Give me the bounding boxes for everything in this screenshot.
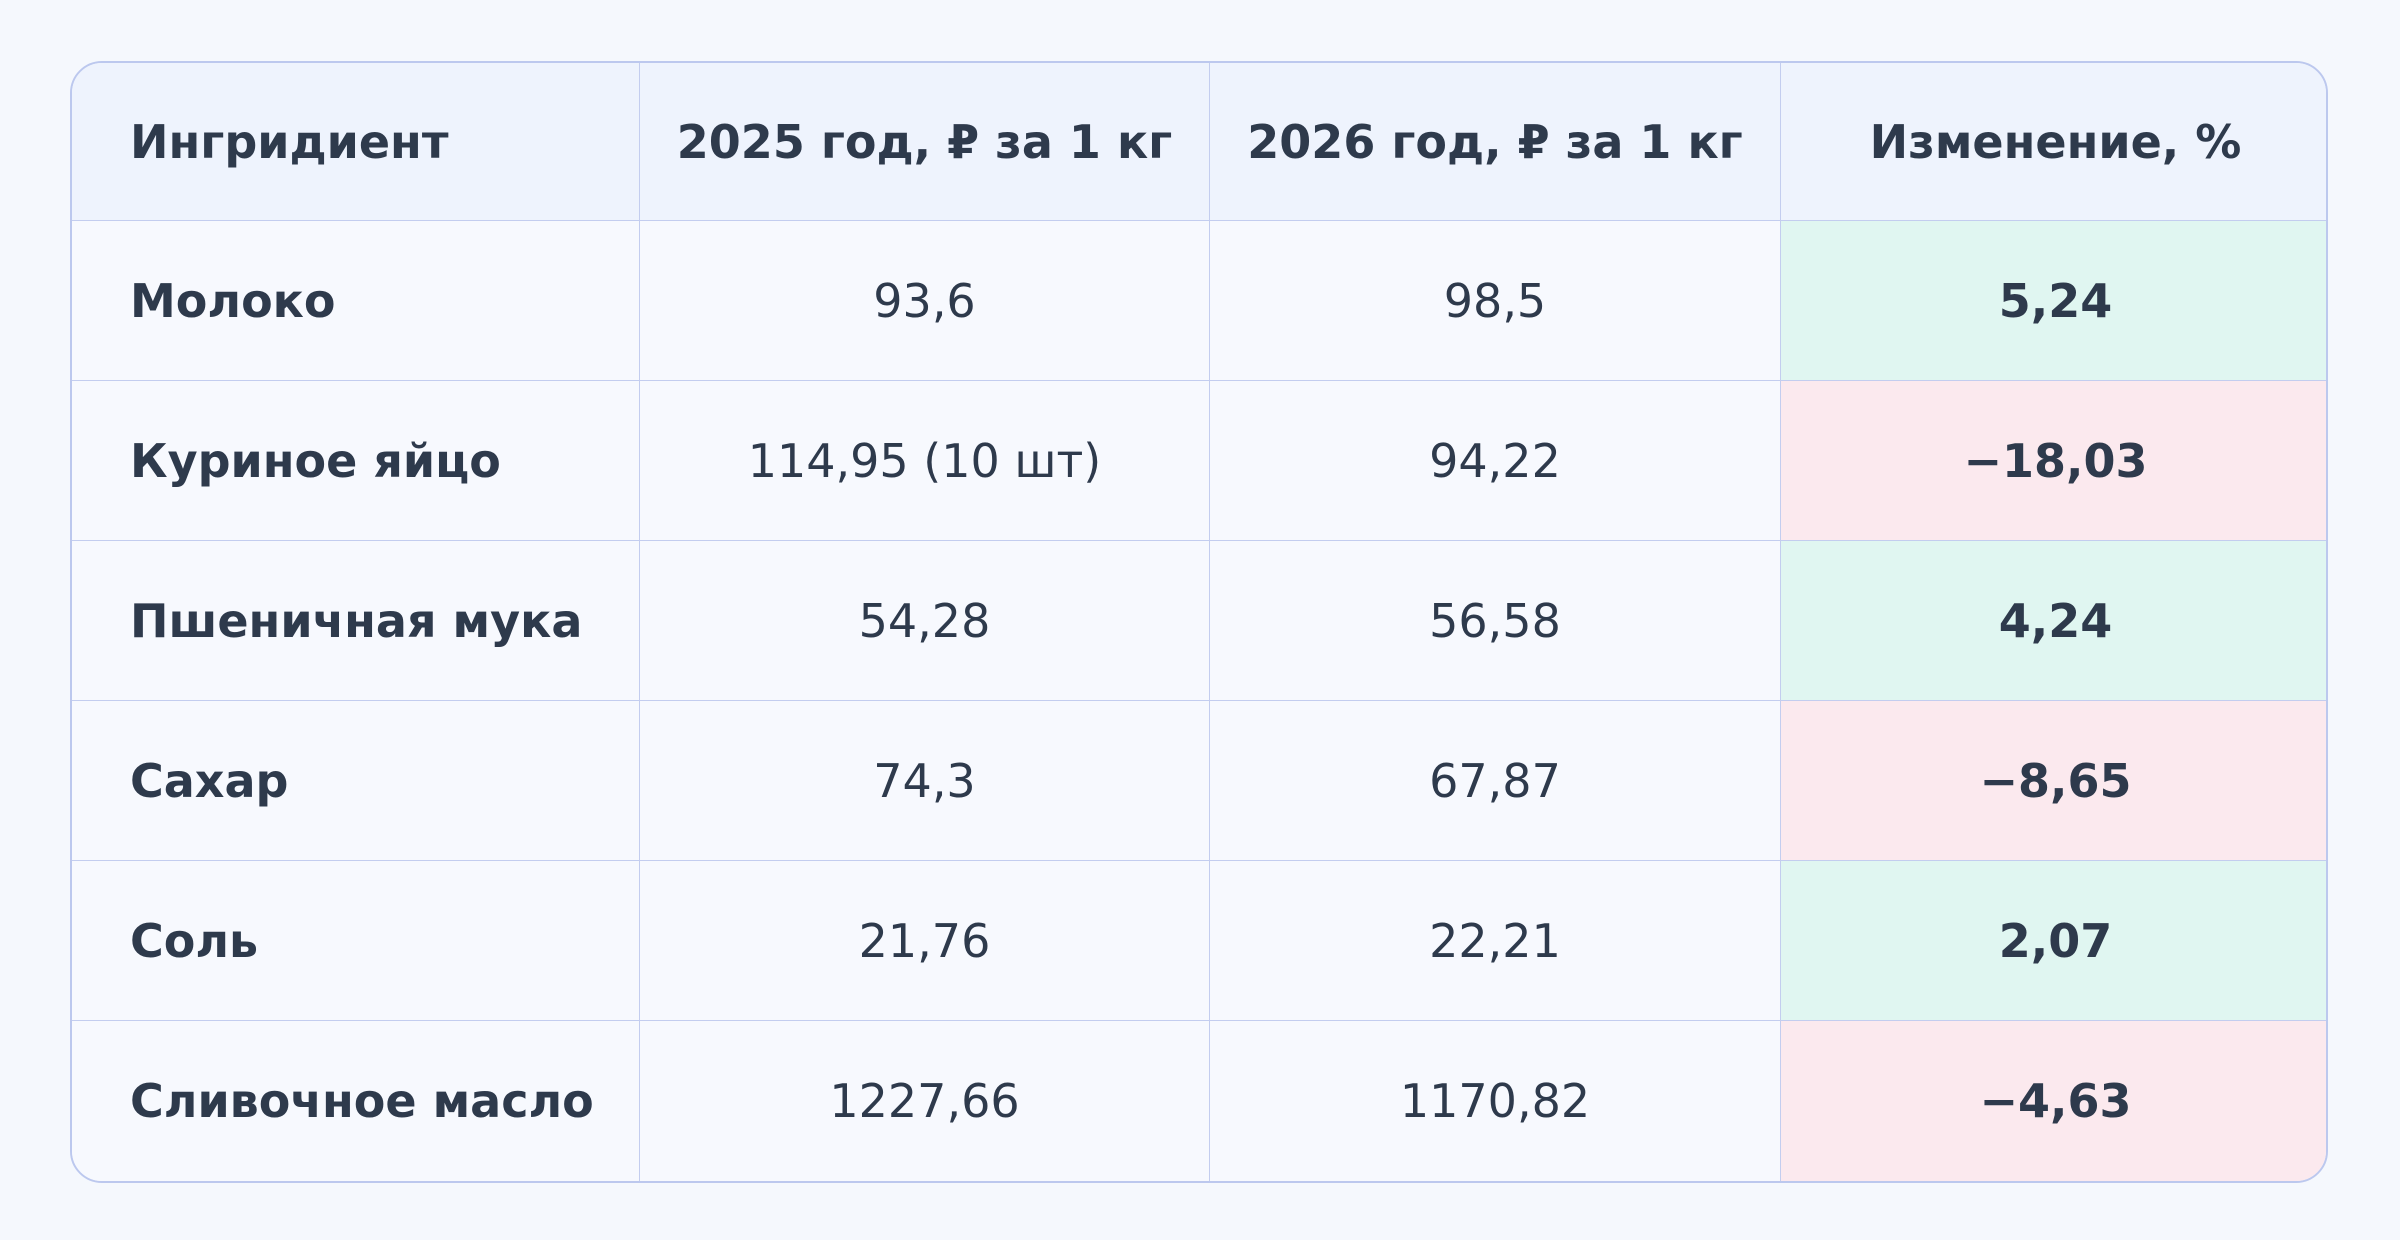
ingredient-cell: Молоко [72,221,640,381]
header-cell: Ингридиент [72,63,640,221]
value-cell: 2,07 [1781,861,2326,1021]
value-cell: 1227,66 [640,1021,1210,1181]
ingredient-cell: Сахар [72,701,640,861]
value-cell: 56,58 [1210,541,1781,701]
header-cell: Изменение, % [1781,63,2326,221]
value-cell: 21,76 [640,861,1210,1021]
value-cell: 98,5 [1210,221,1781,381]
header-cell: 2025 год, ₽ за 1 кг [640,63,1210,221]
value-cell: 67,87 [1210,701,1781,861]
price-table: Ингридиент 2025 год, ₽ за 1 кг 2026 год, ₽… [70,61,2328,1183]
value-cell: −8,65 [1781,701,2326,861]
ingredient-cell: Сливочное масло [72,1021,640,1181]
value-cell: 93,6 [640,221,1210,381]
value-cell: 22,21 [1210,861,1781,1021]
value-cell: 94,22 [1210,381,1781,541]
ingredient-cell: Куриное яйцо [72,381,640,541]
value-cell: 114,95 (10 шт) [640,381,1210,541]
ingredient-cell: Пшеничная мука [72,541,640,701]
value-cell: 74,3 [640,701,1210,861]
value-cell: 5,24 [1781,221,2326,381]
ingredient-cell: Соль [72,861,640,1021]
value-cell: −18,03 [1781,381,2326,541]
value-cell: −4,63 [1781,1021,2326,1181]
header-cell: 2026 год, ₽ за 1 кг [1210,63,1781,221]
value-cell: 4,24 [1781,541,2326,701]
value-cell: 54,28 [640,541,1210,701]
value-cell: 1170,82 [1210,1021,1781,1181]
